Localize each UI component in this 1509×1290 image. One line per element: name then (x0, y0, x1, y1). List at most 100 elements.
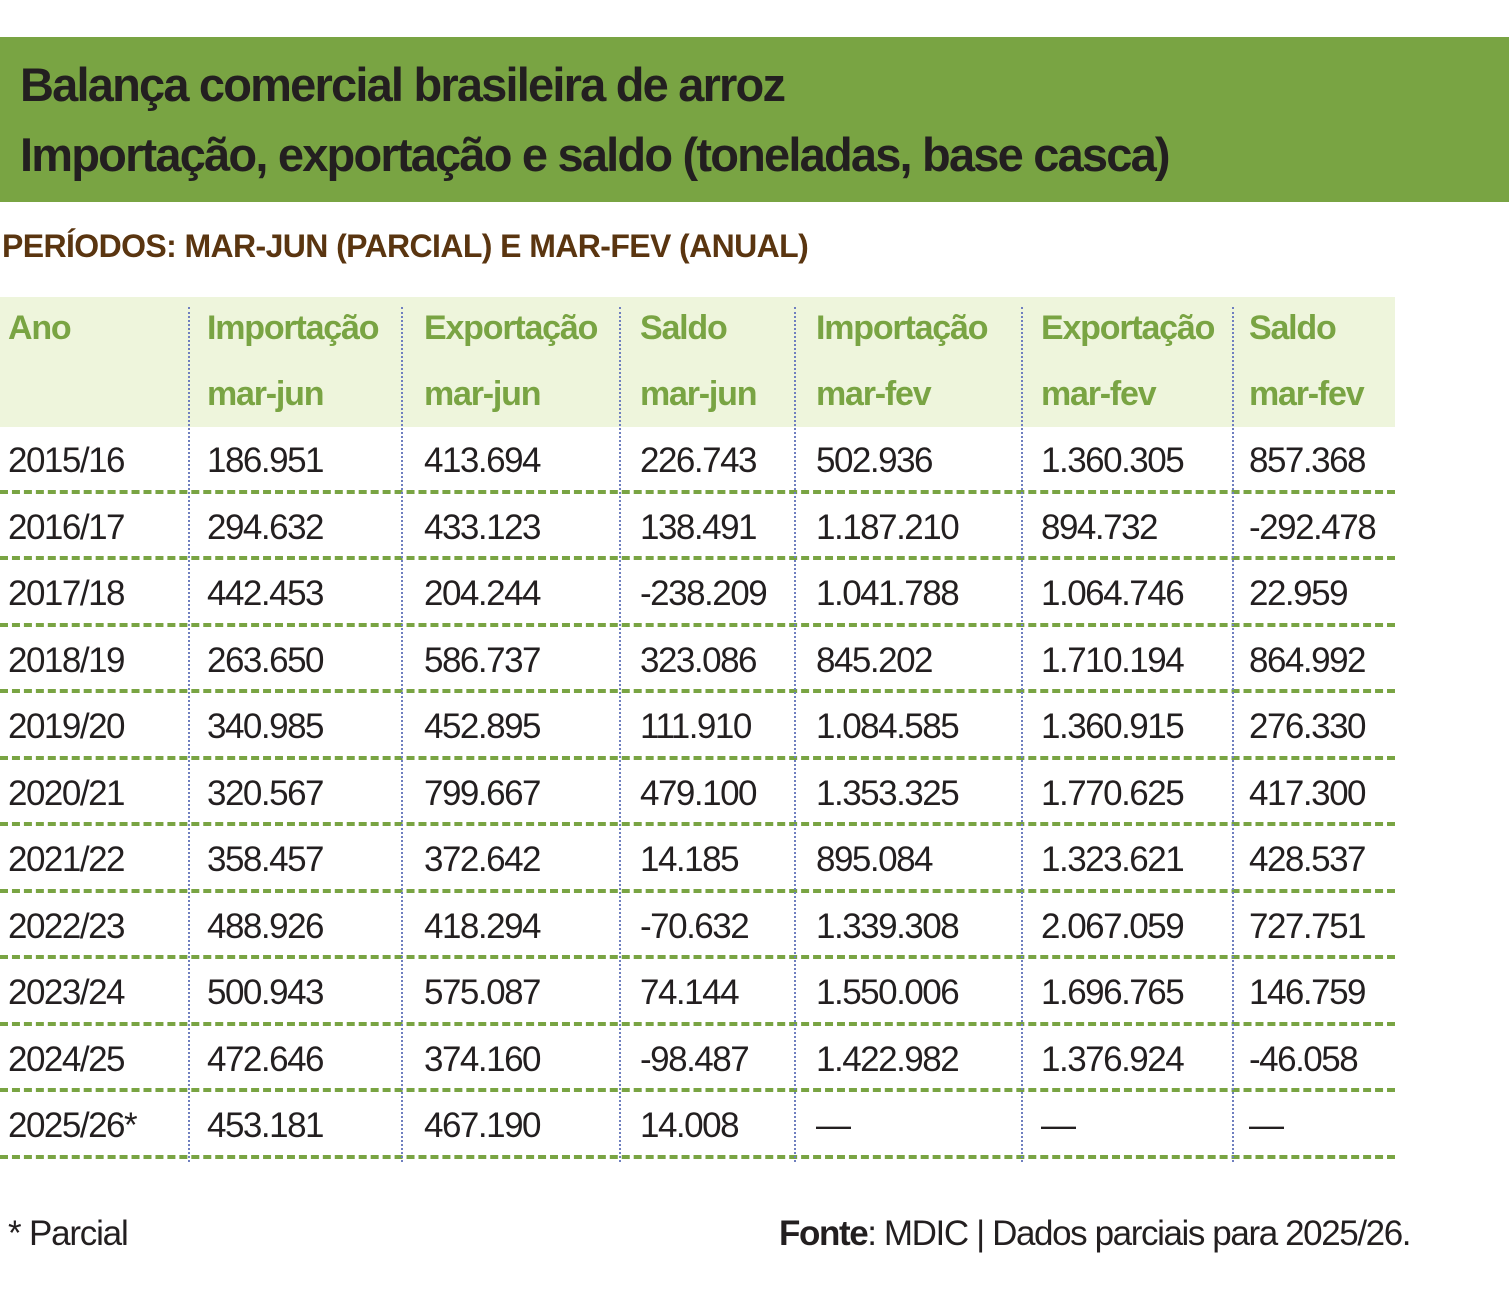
value-cell: 453.181 (207, 1106, 325, 1145)
year-cell: 2017/18 (8, 574, 126, 613)
value-cell: -292.478 (1249, 507, 1377, 547)
trade-balance-table: Ano Importação mar-jun Exportação mar-jun Sal… (0, 297, 1395, 1159)
table-row: 2017/18 442.453 204.244 -238.209 1.041.788 1.… (0, 560, 1395, 627)
year-cell: 2023/24 (8, 973, 126, 1012)
year-cell: 2016/17 (8, 507, 126, 547)
value-cell: 1.339.308 (816, 906, 960, 946)
value-cell: 111.910 (640, 707, 752, 746)
column-header-label: Saldo (1249, 309, 1337, 347)
column-header-label: Saldo (640, 309, 728, 347)
column-header-period: mar-jun (424, 375, 541, 413)
column-divider (1021, 307, 1023, 1162)
value-cell: 22.959 (1249, 574, 1349, 613)
column-header-label: Importação (207, 309, 379, 347)
title: Balança comercial brasileira de arroz (20, 58, 786, 111)
year-cell: 2024/25 (8, 1039, 126, 1079)
table-row: 2019/20 340.985 452.895 111.910 1.084.585 1.3… (0, 693, 1395, 760)
year-cell: 2022/23 (8, 906, 126, 946)
value-cell: 1.187.210 (816, 507, 960, 547)
value-cell: 1.360.915 (1041, 707, 1185, 746)
value-cell: 417.300 (1249, 773, 1367, 813)
table-row: 2020/21 320.567 799.667 479.100 1.353.325 1.7… (0, 760, 1395, 826)
value-cell: 895.084 (816, 840, 934, 879)
value-cell: -238.209 (640, 574, 768, 613)
value-cell: 204.244 (424, 574, 542, 613)
value-cell: 226.743 (640, 441, 758, 480)
value-cell: 442.453 (207, 574, 325, 613)
value-cell: 488.926 (207, 906, 325, 946)
source-text: : MDIC | Dados parciais para 2025/26. (867, 1214, 1411, 1253)
source-label: Fonte (779, 1214, 869, 1253)
value-cell: 263.650 (207, 640, 325, 680)
value-cell: 2.067.059 (1041, 906, 1185, 946)
column-header-period: mar-fev (1249, 375, 1365, 413)
value-cell: 1.770.625 (1041, 773, 1185, 813)
year-cell: 2025/26* (8, 1106, 138, 1145)
value-cell: 372.642 (424, 840, 542, 879)
source-note: Fonte: MDIC | Dados parciais para 2025/2… (779, 1214, 1412, 1254)
column-header-label: Ano (8, 309, 72, 347)
value-cell: 727.751 (1249, 906, 1367, 946)
table-row: 2023/24 500.943 575.087 74.144 1.550.006 1.69… (0, 959, 1395, 1026)
table-row: 2015/16 186.951 413.694 226.743 502.936 1.360… (0, 427, 1395, 494)
column-divider (794, 307, 796, 1162)
value-cell: — (1041, 1106, 1076, 1145)
value-cell: 1.084.585 (816, 707, 960, 746)
value-cell: 1.353.325 (816, 773, 960, 813)
column-header-label: Exportação (1041, 309, 1215, 347)
column-header-period: mar-fev (816, 375, 932, 413)
value-cell: 467.190 (424, 1106, 542, 1145)
value-cell: 502.936 (816, 441, 934, 480)
table-row: 2021/22 358.457 372.642 14.185 895.084 1.323.… (0, 826, 1395, 893)
year-cell: 2021/22 (8, 840, 126, 879)
column-header-period: mar-jun (640, 375, 757, 413)
value-cell: 845.202 (816, 640, 934, 680)
year-cell: 2018/19 (8, 640, 126, 680)
table-row: 2018/19 263.650 586.737 323.086 845.202 1.710… (0, 627, 1395, 693)
column-divider (188, 307, 190, 1162)
footnote: * Parcial (8, 1214, 129, 1253)
value-cell: 358.457 (207, 840, 325, 879)
value-cell: 799.667 (424, 773, 542, 813)
table-row: 2025/26* 453.181 467.190 14.008 — — — (0, 1092, 1395, 1159)
periods-subtitle: PERÍODOS: MAR-JUN (PARCIAL) E MAR-FEV (A… (2, 228, 809, 264)
table-row: 2022/23 488.926 418.294 -70.632 1.339.308 2.0… (0, 893, 1395, 959)
value-cell: 74.144 (640, 973, 740, 1012)
value-cell: 1.422.982 (816, 1039, 960, 1079)
value-cell: 1.064.746 (1041, 574, 1185, 613)
value-cell: 340.985 (207, 707, 325, 746)
value-cell: — (816, 1106, 851, 1145)
value-cell: 1.376.924 (1041, 1039, 1185, 1079)
column-divider (1232, 307, 1234, 1162)
value-cell: -98.487 (640, 1039, 750, 1079)
title-subline: Importação, exportação e saldo (tonelada… (20, 128, 1171, 181)
value-cell: 452.895 (424, 707, 542, 746)
value-cell: 413.694 (424, 441, 542, 480)
year-cell: 2019/20 (8, 707, 126, 746)
value-cell: 1.710.194 (1041, 640, 1185, 680)
column-divider (401, 307, 403, 1162)
value-cell: 294.632 (207, 507, 325, 547)
column-header-period: mar-jun (207, 375, 324, 413)
value-cell: 500.943 (207, 973, 325, 1012)
column-divider (619, 307, 621, 1162)
value-cell: 418.294 (424, 906, 542, 946)
value-cell: 374.160 (424, 1039, 542, 1079)
value-cell: 323.086 (640, 640, 758, 680)
value-cell: 276.330 (1249, 707, 1367, 746)
table-row: 2024/25 472.646 374.160 -98.487 1.422.982 1.3… (0, 1026, 1395, 1092)
value-cell: 1.360.305 (1041, 441, 1185, 480)
value-cell: 14.185 (640, 840, 740, 879)
table-header: Ano Importação mar-jun Exportação mar-jun Sal… (0, 297, 1395, 427)
value-cell: 575.087 (424, 973, 542, 1012)
table-row: 2016/17 294.632 433.123 138.491 1.187.210 894… (0, 494, 1395, 560)
value-cell: 138.491 (640, 507, 758, 547)
value-cell: 479.100 (640, 773, 758, 813)
value-cell: 857.368 (1249, 441, 1367, 480)
value-cell: 428.537 (1249, 840, 1367, 879)
year-cell: 2015/16 (8, 441, 126, 480)
value-cell: 433.123 (424, 507, 542, 547)
title-bar: Balança comercial brasileira de arroz Im… (0, 37, 1509, 202)
value-cell: 894.732 (1041, 507, 1159, 547)
year-cell: 2020/21 (8, 773, 126, 813)
